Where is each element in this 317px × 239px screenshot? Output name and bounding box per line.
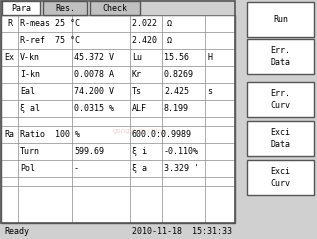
Bar: [247, 39, 314, 74]
Text: Ts: Ts: [132, 87, 142, 96]
Bar: [247, 2, 314, 37]
Text: Check: Check: [102, 4, 127, 12]
Text: 0.0078 A: 0.0078 A: [74, 70, 114, 79]
Text: ξ i: ξ i: [132, 147, 147, 156]
Bar: [43, 1, 87, 15]
Text: Res.: Res.: [55, 4, 75, 12]
Text: Ex: Ex: [4, 53, 15, 62]
Text: I-kn: I-kn: [20, 70, 40, 79]
Text: R-meas 25 °C: R-meas 25 °C: [20, 19, 80, 28]
Text: s: s: [207, 87, 212, 96]
Text: Turn: Turn: [20, 147, 40, 156]
Bar: [1, 1, 235, 223]
Text: Kr: Kr: [132, 70, 142, 79]
Text: 0.8269: 0.8269: [164, 70, 194, 79]
Text: 0.0315 %: 0.0315 %: [74, 104, 114, 113]
Text: ξ al: ξ al: [20, 104, 40, 113]
Text: gongyi-in-china: gongyi-in-china: [113, 128, 167, 134]
Text: -: -: [74, 164, 79, 173]
Text: Exci
Curv: Exci Curv: [270, 167, 290, 188]
Bar: [247, 121, 314, 156]
Text: Para: Para: [11, 4, 31, 12]
Text: ALF: ALF: [132, 104, 147, 113]
Text: 2010-11-18  15:31:33: 2010-11-18 15:31:33: [132, 227, 232, 235]
Text: Ra: Ra: [4, 130, 15, 139]
Text: 600.0:0.9989: 600.0:0.9989: [132, 130, 192, 139]
Bar: [247, 82, 314, 117]
Text: Ratio  100 %: Ratio 100 %: [20, 130, 80, 139]
Text: 8.199: 8.199: [164, 104, 189, 113]
Text: Err.
Curv: Err. Curv: [270, 89, 290, 110]
Text: 15.56: 15.56: [164, 53, 189, 62]
Text: 3.329 ': 3.329 ': [164, 164, 199, 173]
Text: R-ref  75 °C: R-ref 75 °C: [20, 36, 80, 45]
Text: H: H: [207, 53, 212, 62]
Text: Err.
Data: Err. Data: [270, 46, 290, 67]
Bar: [90, 1, 140, 15]
Text: R: R: [7, 19, 12, 28]
Text: ξ a: ξ a: [132, 164, 147, 173]
Text: Ready: Ready: [4, 227, 29, 235]
Text: V-kn: V-kn: [20, 53, 40, 62]
Text: Pol: Pol: [20, 164, 35, 173]
Text: 45.372 V: 45.372 V: [74, 53, 114, 62]
Text: Run: Run: [273, 15, 288, 24]
Text: 2.420  Ω: 2.420 Ω: [132, 36, 172, 45]
Text: Eal: Eal: [20, 87, 35, 96]
Text: 2.425: 2.425: [164, 87, 189, 96]
Text: 599.69: 599.69: [74, 147, 104, 156]
Bar: [1, 1, 235, 15]
Text: Lu: Lu: [132, 53, 142, 62]
Text: 74.200 V: 74.200 V: [74, 87, 114, 96]
Text: 2.022  Ω: 2.022 Ω: [132, 19, 172, 28]
Text: Exci
Data: Exci Data: [270, 128, 290, 149]
Bar: [2, 1, 40, 15]
Bar: [1, 15, 235, 223]
Bar: [247, 160, 314, 195]
Text: -0.110%: -0.110%: [164, 147, 199, 156]
